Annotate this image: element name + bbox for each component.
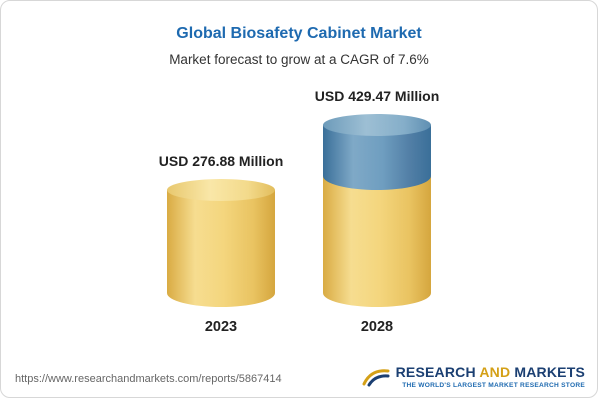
bar-group-2028: USD 429.47 Million 2028 xyxy=(314,88,440,335)
axis-label-2023: 2023 xyxy=(204,319,238,335)
bar-2023-top-ellipse xyxy=(167,179,275,201)
logo-text: RESEARCH AND MARKETS THE WORLD'S LARGEST… xyxy=(396,364,585,389)
logo-tagline: THE WORLD'S LARGEST MARKET RESEARCH STOR… xyxy=(402,382,585,389)
axis-label-2028: 2028 xyxy=(360,319,394,335)
bar-2023 xyxy=(167,179,275,307)
chart-subtitle: Market forecast to grow at a CAGR of 7.6… xyxy=(169,52,429,67)
logo-name: RESEARCH AND MARKETS xyxy=(395,364,585,380)
researchandmarkets-logo: RESEARCH AND MARKETS THE WORLD'S LARGEST… xyxy=(362,364,585,389)
footer: https://www.researchandmarkets.com/repor… xyxy=(15,364,585,389)
value-label-2028: USD 429.47 Million xyxy=(314,88,440,104)
report-url-link[interactable]: https://www.researchandmarkets.com/repor… xyxy=(15,373,282,385)
bar-2028 xyxy=(323,114,431,307)
chart-title: Global Biosafety Cabinet Market xyxy=(176,25,422,42)
logo-mark-icon xyxy=(362,368,390,386)
value-label-2023: USD 276.88 Million xyxy=(158,153,284,169)
bar-2028-top-ellipse xyxy=(323,114,431,136)
bar-group-2023: USD 276.88 Million 2023 xyxy=(158,153,284,335)
bar-chart: USD 276.88 Million 2023 USD 429.47 Milli… xyxy=(1,77,597,335)
